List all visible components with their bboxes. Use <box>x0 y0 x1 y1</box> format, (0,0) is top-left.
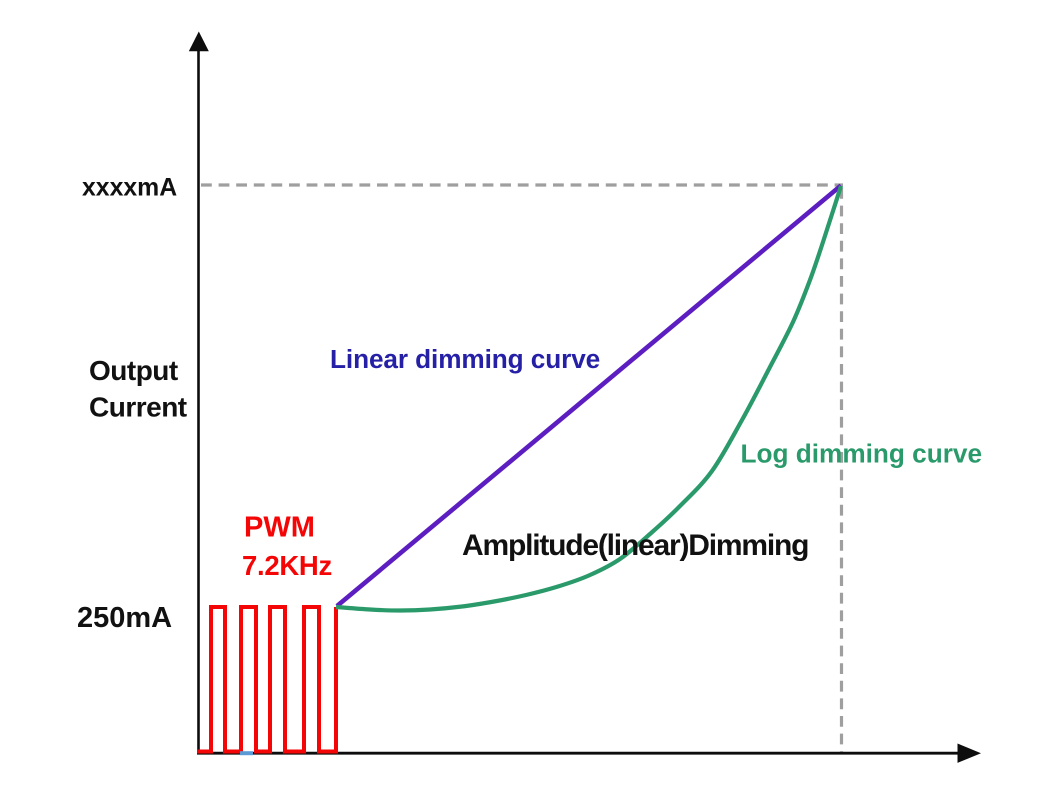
svg-text:Log dimming curve: Log dimming curve <box>741 439 983 469</box>
svg-text:Output: Output <box>89 355 178 386</box>
svg-text:7.2KHz: 7.2KHz <box>242 550 332 581</box>
svg-text:PWM: PWM <box>244 512 315 544</box>
svg-text:250mA: 250mA <box>77 602 172 634</box>
svg-text:Current: Current <box>89 392 187 423</box>
svg-text:xxxxmA: xxxxmA <box>82 175 177 202</box>
svg-text:Amplitude(linear)Dimming: Amplitude(linear)Dimming <box>462 529 808 562</box>
svg-text:Linear dimming curve: Linear dimming curve <box>330 344 600 374</box>
